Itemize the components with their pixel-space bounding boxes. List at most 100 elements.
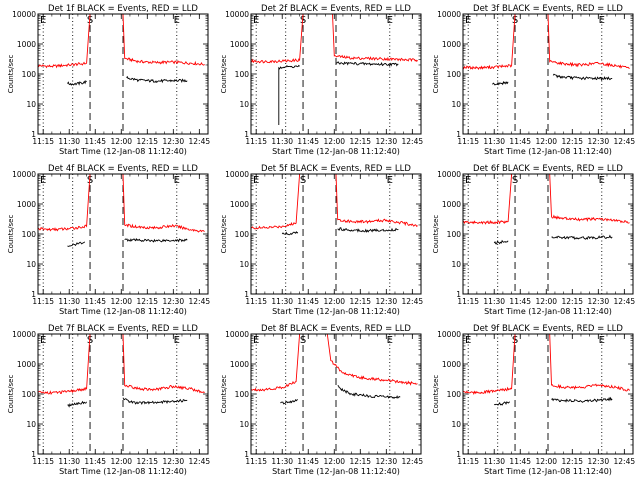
x-tick-label: 12:15 [561,457,583,466]
panel-det-1: Det 1f BLACK = Events, RED = LLD Start Ti… [7,4,210,156]
x-tick-label: 12:45 [614,457,636,466]
x-tick-label: 11:15 [32,457,54,466]
x-tick-label: 12:15 [136,137,158,146]
marker-label: E [465,335,471,346]
marker-label: E [387,15,393,26]
panel-title: Det 8f BLACK = Events, RED = LLD [261,324,411,334]
x-axis-label: Start Time (12-Jan-08 11:12:40) [59,307,187,316]
y-tick-label: 1000 [230,360,249,369]
y-axis-label: Counts/sec [432,215,440,254]
marker-label: E [599,175,605,186]
plot-frame [250,13,422,135]
y-tick-label: 1000 [230,200,249,209]
marker-label: E [465,175,471,186]
marker-label: E [387,175,393,186]
x-tick-label: 11:15 [245,137,267,146]
x-tick-label: 11:30 [483,137,505,146]
lld-rate-line-seg2 [326,333,418,386]
panel-det-6: Det 6f BLACK = Events, RED = LLD Start Ti… [432,164,635,316]
x-tick-label: 12:45 [189,137,211,146]
x-tick-label: 12:15 [561,137,583,146]
x-axis-label: Start Time (12-Jan-08 11:12:40) [59,147,187,156]
plot-frame [250,333,422,455]
y-tick-label: 10 [26,100,36,109]
x-tick-label: 11:45 [509,457,531,466]
y-tick-label: 1 [456,290,461,299]
y-tick-label: 100 [235,390,250,399]
plot-frame [37,13,209,135]
marker-label: E [253,175,259,186]
x-tick-label: 12:00 [110,297,132,306]
marker-label: E [174,335,180,346]
x-tick-label: 12:45 [614,137,636,146]
lld-rate-line-seg2 [122,13,205,66]
marker-label: E [253,335,259,346]
panel-det-5: Det 5f BLACK = Events, RED = LLD Start Ti… [220,164,423,316]
x-tick-label: 11:15 [457,137,479,146]
panel-title: Det 9f BLACK = Events, RED = LLD [473,324,623,334]
marker-label: S [512,15,518,26]
marker-label: E [599,15,605,26]
marker-label: S [300,335,306,346]
x-tick-label: 12:15 [349,137,371,146]
y-axis-label: Counts/sec [7,375,15,414]
x-tick-label: 12:00 [110,137,132,146]
events-rate-line-seg1 [67,80,87,86]
panel-title: Det 1f BLACK = Events, RED = LLD [48,4,198,14]
x-tick-label: 12:00 [110,457,132,466]
events-rate-line-seg2 [551,234,613,240]
y-tick-label: 100 [22,70,37,79]
marker-label: E [40,15,46,26]
x-tick-label: 12:15 [349,457,371,466]
x-tick-label: 11:15 [245,297,267,306]
x-tick-label: 12:45 [402,297,424,306]
x-tick-label: 11:45 [509,137,531,146]
x-tick-label: 11:30 [58,297,80,306]
y-tick-label: 100 [447,390,462,399]
x-tick-label: 12:00 [535,137,557,146]
panel-det-4: Det 4f BLACK = Events, RED = LLD Start Ti… [7,164,210,316]
events-rate-line-seg2 [337,227,399,233]
y-axis-label: Counts/sec [7,55,15,94]
events-rate-line-seg2 [336,61,399,67]
y-tick-label: 100 [447,230,462,239]
events-rate-line-seg2 [126,75,188,84]
y-tick-label: 1000 [17,200,36,209]
x-axis-label: Start Time (12-Jan-08 11:12:40) [272,147,400,156]
plot-frame [462,13,634,135]
x-tick-label: 12:15 [136,297,158,306]
events-rate-line-seg1 [278,64,300,125]
x-tick-label: 12:45 [402,137,424,146]
x-tick-label: 12:45 [189,457,211,466]
y-tick-label: 1 [456,130,461,139]
panel-det-7: Det 7f BLACK = Events, RED = LLD Start Ti… [7,324,210,476]
marker-label: E [465,15,471,26]
plot-frame [462,173,634,295]
lld-rate-line-seg1 [463,333,516,396]
y-tick-label: 10 [26,420,36,429]
y-tick-label: 1000 [230,40,249,49]
panel-det-9: Det 9f BLACK = Events, RED = LLD Start Ti… [432,324,635,476]
x-tick-label: 12:30 [162,297,184,306]
panel-det-8: Det 8f BLACK = Events, RED = LLD Start Ti… [220,324,423,476]
lld-rate-line-seg1 [462,13,516,70]
x-axis-label: Start Time (12-Jan-08 11:12:40) [272,467,400,476]
panel-title: Det 3f BLACK = Events, RED = LLD [473,4,623,14]
y-tick-label: 100 [22,230,37,239]
x-tick-label: 12:30 [375,137,397,146]
y-axis-label: Counts/sec [220,55,228,94]
events-rate-line-seg2 [122,397,188,405]
lld-rate-line-seg2 [549,333,630,392]
marker-label: E [599,335,605,346]
lld-rate-line-seg1 [250,333,301,392]
panel-det-2: Det 2f BLACK = Events, RED = LLD Start Ti… [220,4,423,156]
lld-rate-line-seg2 [549,173,630,224]
x-tick-label: 11:15 [457,297,479,306]
y-tick-label: 100 [235,70,250,79]
marker-label: S [512,175,518,186]
marker-label: E [387,335,393,346]
y-tick-label: 1 [31,450,36,459]
x-tick-label: 12:30 [375,457,397,466]
x-tick-label: 11:45 [297,457,319,466]
